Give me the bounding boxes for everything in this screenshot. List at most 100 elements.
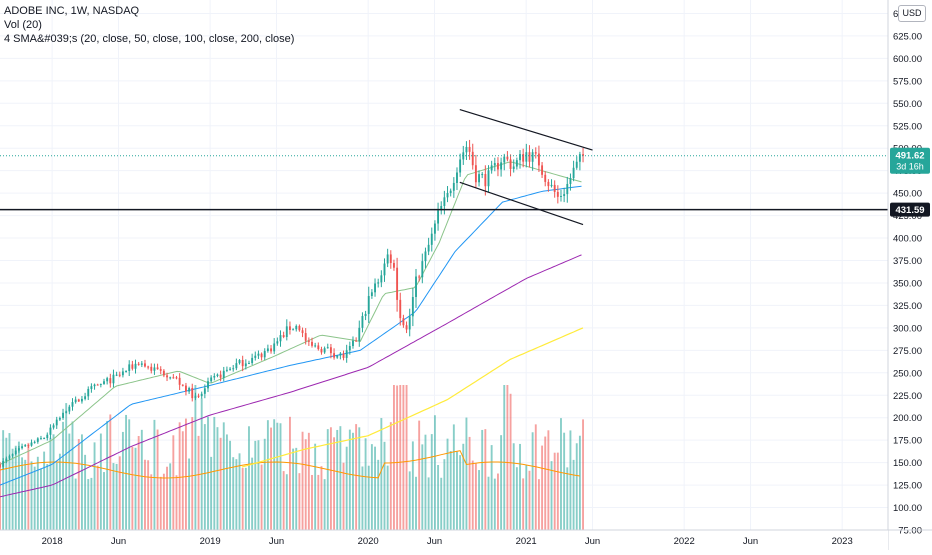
volume-bar [263,438,266,530]
volume-bar [396,385,399,530]
volume-bar [24,459,27,530]
candle-body [547,181,550,187]
volume-bar [317,474,320,530]
candle-body [87,388,90,397]
volume-bar [235,459,238,530]
volume-bar [40,468,42,530]
volume-bar [106,420,109,530]
candle-body [150,366,153,371]
candle-body [519,154,521,161]
candle-body [153,367,156,371]
candle-body [336,355,339,358]
volume-bar [153,419,156,530]
volume-bar [534,424,537,530]
volume-bar [408,471,411,530]
volume-bar [279,423,282,530]
currency-button[interactable]: USD [898,5,926,22]
volume-indicator-label[interactable]: Vol (20) [4,19,42,31]
candle-body [125,370,128,372]
volume-bar [84,454,87,530]
volume-bar [329,427,332,530]
volume-bar [210,456,213,530]
volume-bar [449,451,452,530]
volume-bar [484,429,487,530]
price-tick-label: 75.00 [898,526,922,537]
volume-bar [213,416,216,530]
volume-bar [65,403,68,530]
volume-bar [71,421,74,530]
candle-body [62,412,64,418]
candle-body [411,297,414,317]
volume-bar [178,422,181,530]
volume-bar [169,463,172,530]
candle-body [550,184,553,187]
price-tick-label: 525.00 [893,121,922,132]
candle-body [156,367,159,370]
volume-bar [260,464,263,530]
volume-bar [46,464,49,530]
volume-bar [512,443,515,530]
volume-bar [506,385,509,530]
candle-body [534,152,537,154]
volume-bar [314,443,317,530]
price-tick-label: 200.00 [893,413,922,424]
sma-indicator-label[interactable]: 4 SMA&#039;s (20, close, 50, close, 100,… [4,33,295,45]
volume-bar [478,470,480,530]
volume-bar [270,427,272,530]
volume-bar [203,424,206,530]
candle-body [74,399,77,403]
candle-body [289,326,291,330]
candles [0,139,584,470]
volume-bar [289,416,291,530]
volume-bar [405,385,408,530]
candle-body [131,364,134,369]
candle-body [342,353,345,358]
candle-body [582,154,584,156]
candle-body [175,377,178,379]
volume-bar [418,420,421,530]
volume-bar [326,429,329,530]
candle-body [172,377,175,379]
candle-body [24,445,27,447]
candle-body [377,282,380,284]
volume-bar [229,440,232,530]
level-price-label: 431.59 [890,202,930,217]
volume-bar [197,435,200,530]
candle-body [77,399,80,402]
volume-bar [320,466,323,530]
volume-bar [355,424,358,530]
sma-lines [0,161,584,498]
symbol-title[interactable]: ADOBE INC, 1W, NASDAQ [4,5,140,17]
candle-body [307,340,310,342]
candle-body [572,167,575,179]
volume-bar [295,447,298,530]
candle-body [222,370,225,378]
time-tick-label: 2019 [200,536,221,547]
volume-bar [304,439,307,530]
trend-line [459,181,584,226]
candle-body [370,292,373,297]
candle-body [0,464,1,467]
volume-bar [345,446,348,530]
volume-bar [411,441,414,530]
price-tick-label: 275.00 [893,346,922,357]
price-tick-label: 225.00 [893,391,922,402]
candle-body [27,445,30,447]
candle-body [200,393,203,397]
time-tick-label: Jun [269,536,284,547]
volume-bar [553,452,556,530]
candle-body [474,165,477,183]
volume-bar [191,417,194,530]
candle-body [147,366,150,368]
candle-body [191,387,194,399]
volume-bar [55,462,58,530]
volume-bar [386,465,389,530]
candle-body [184,385,187,392]
volume-bar [550,461,553,530]
volume-bar [440,477,443,530]
price-tick-label: 250.00 [893,368,922,379]
volume-bar [62,421,64,530]
candle-body [194,395,197,399]
